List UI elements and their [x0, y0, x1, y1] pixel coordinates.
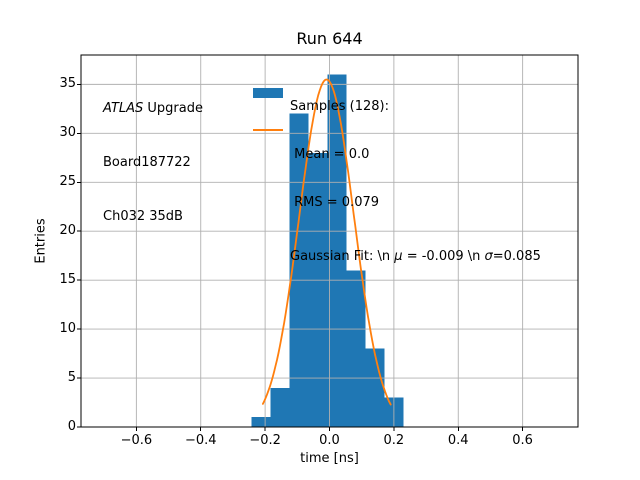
- histogram-bar: [289, 113, 309, 427]
- gaussian-line-swatch: [253, 129, 283, 131]
- x-tick-label: 0.6: [512, 433, 533, 448]
- histogram-bar: [365, 348, 385, 427]
- x-tick-label: −0.2: [249, 433, 281, 448]
- y-tick-label: 15: [59, 272, 76, 288]
- y-tick-label: 30: [59, 125, 76, 141]
- y-tick-label: 0: [67, 419, 76, 434]
- legend-entry-samples: Samples (128): Mean = 0.0 RMS = 0.079 Ga…: [253, 67, 541, 265]
- y-tick-label: 20: [59, 223, 76, 239]
- legend-samples-mean: Mean = 0.0: [290, 147, 370, 162]
- histogram-bar: [327, 74, 347, 427]
- annotation-line-3: Ch032 35dB: [103, 209, 183, 224]
- y-tick-label: 5: [67, 370, 76, 386]
- legend-samples-title: Samples (128):: [290, 99, 389, 114]
- histogram-bar: [270, 387, 290, 427]
- histogram-bar: [346, 270, 366, 427]
- annotation-line-2: Board187722: [103, 155, 191, 170]
- legend: Samples (128): Mean = 0.0 RMS = 0.079 Ga…: [253, 67, 541, 265]
- histogram-swatch: [253, 88, 283, 98]
- y-tick-label: 25: [59, 174, 76, 190]
- legend-samples-rms: RMS = 0.079: [290, 195, 380, 210]
- x-tick-label: 0.4: [447, 433, 469, 448]
- x-tick-label: 0.2: [383, 433, 405, 448]
- legend-gaussian-label: Gaussian Fit: \n μ = -0.009 \n σ=0.085: [290, 249, 541, 264]
- histogram-bar: [308, 152, 328, 427]
- x-tick-label: −0.6: [120, 433, 153, 448]
- histogram-bar: [251, 417, 271, 427]
- annotation-line-1: ATLAS Upgrade: [103, 101, 203, 116]
- chart-title: Run 644: [296, 29, 363, 48]
- gaussian-fit-curve: [262, 78, 392, 406]
- x-tick-label: −0.4: [184, 433, 217, 448]
- y-tick-label: 35: [59, 76, 76, 92]
- x-axis-label: time [ns]: [300, 451, 359, 466]
- x-tick-label: 0.0: [319, 433, 340, 448]
- y-tick-label: 10: [59, 321, 76, 337]
- annotation-atlas-block: ATLAS Upgrade Board187722 Ch032 35dB: [103, 64, 203, 262]
